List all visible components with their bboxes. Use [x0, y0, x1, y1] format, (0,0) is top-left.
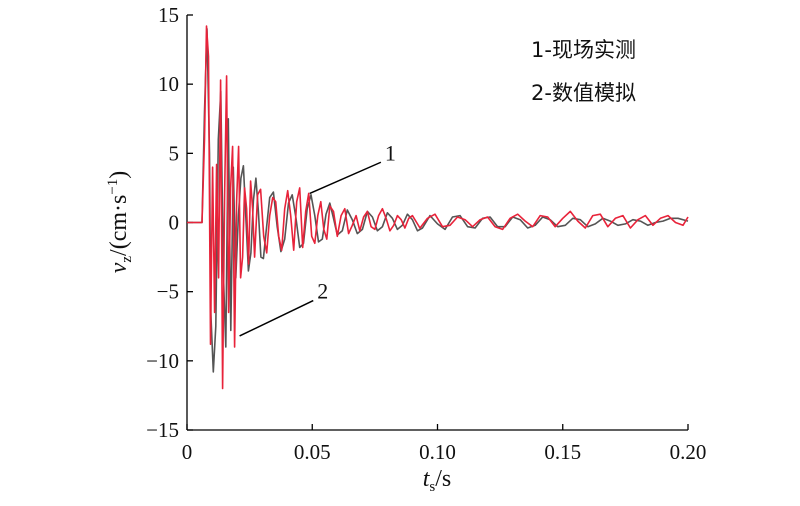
- x-axis-label: ts/s: [423, 466, 452, 495]
- y-axis-label-unit-post: ): [106, 171, 132, 179]
- x-axis-label-sub: s: [429, 479, 435, 495]
- y-axis-label-unit-pre: /(cm·s: [106, 195, 132, 256]
- y-tick-label: −5: [157, 280, 179, 304]
- y-tick-label: 5: [169, 141, 180, 165]
- y-axis-label-unit-sup: −1: [105, 179, 121, 195]
- x-tick-label: 0.10: [419, 440, 456, 464]
- ticks: 0 0.05 0.10 0.15 0.20 15 10 5 0 −5 −10 −15: [146, 3, 706, 464]
- x-tick-label: 0.15: [544, 440, 581, 464]
- y-axis-label-main: v: [106, 262, 132, 273]
- x-tick-label: 0.05: [294, 440, 331, 464]
- y-tick-label: 0: [169, 211, 180, 235]
- x-tick-label: 0.20: [670, 440, 707, 464]
- y-axis-label: vz/(cm·s−1): [105, 171, 135, 274]
- y-tick-label: 15: [158, 3, 179, 27]
- annotation-layer: 12: [239, 140, 396, 337]
- x-axis-label-main: t: [423, 466, 431, 492]
- series-layer: [187, 25, 689, 390]
- series-line-2: [187, 25, 689, 390]
- x-tick-label: 0: [182, 440, 193, 464]
- y-tick-label: 10: [158, 72, 179, 96]
- annotation-label-1: 1: [385, 140, 396, 165]
- y-tick-label: −10: [146, 349, 179, 373]
- y-axis-label-sub: z: [119, 256, 135, 263]
- legend-entry-1: 1-现场实测: [531, 38, 636, 62]
- annotation-leader-1: [309, 161, 382, 195]
- legend: 1-现场实测 2-数值模拟: [531, 38, 636, 105]
- annotation-label-2: 2: [317, 279, 328, 304]
- x-axis-label-unit: /s: [435, 466, 451, 492]
- annotation-leader-2: [239, 299, 314, 337]
- y-tick-label: −15: [146, 418, 179, 442]
- legend-entry-2: 2-数值模拟: [531, 81, 636, 105]
